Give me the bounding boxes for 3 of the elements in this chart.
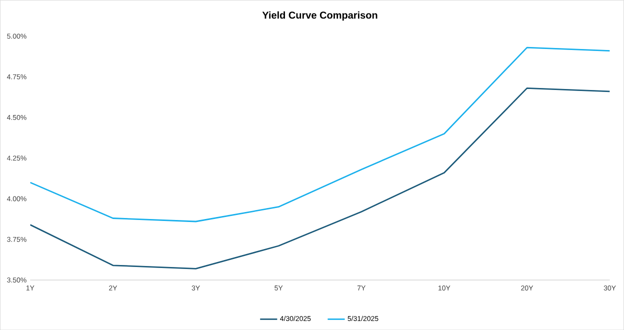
line-series xyxy=(30,46,610,222)
chart-title: Yield Curve Comparison xyxy=(262,11,378,21)
line-series xyxy=(30,87,610,270)
